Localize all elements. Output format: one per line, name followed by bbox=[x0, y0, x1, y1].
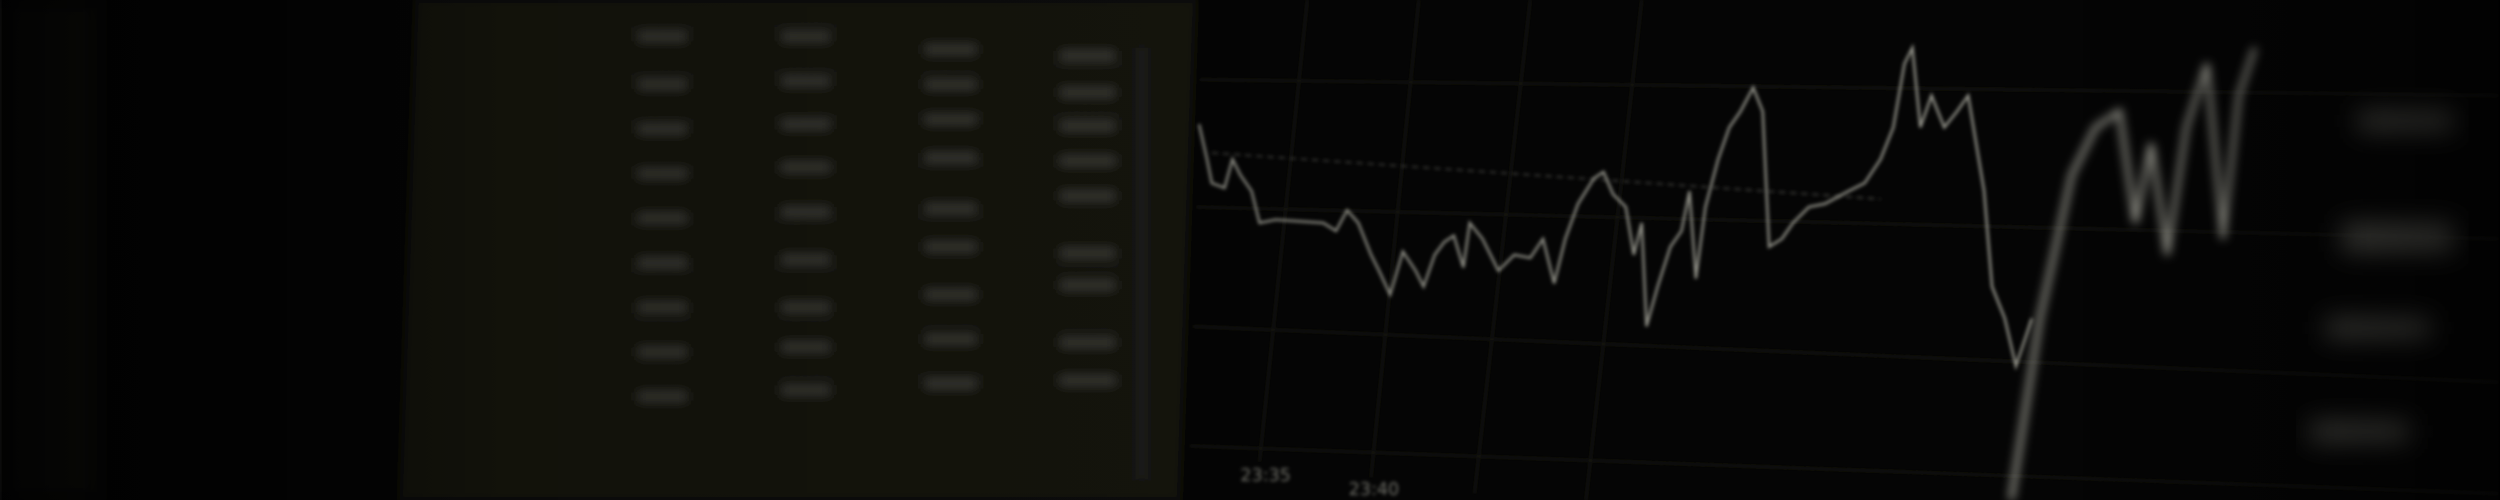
photo: 23:35 23:40 bbox=[1, 0, 2499, 500]
vignette bbox=[1, 0, 2499, 500]
page: 23:35 23:40 (() => { const data = JSON.p… bbox=[0, 0, 2500, 500]
